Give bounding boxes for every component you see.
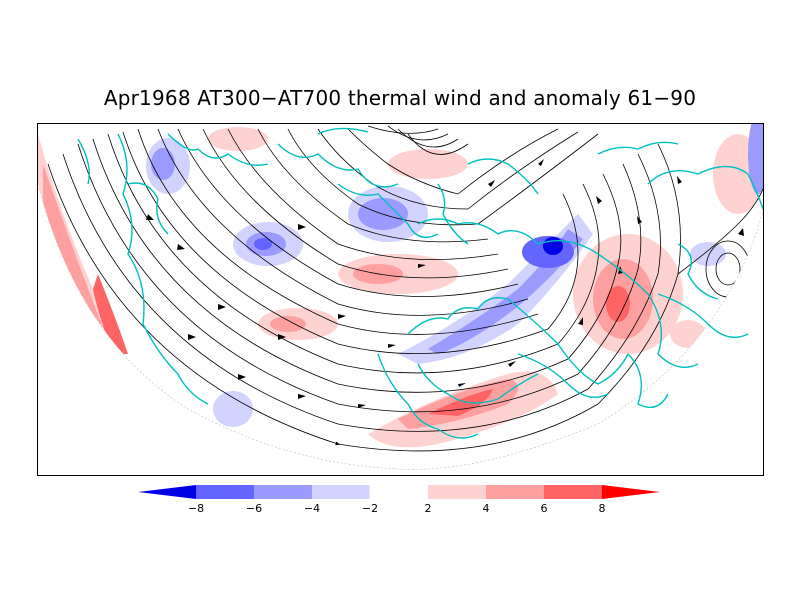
colorbar-max-arrow (602, 485, 660, 499)
colorbar-segments (138, 484, 660, 500)
colorbar-tick-labels: −8 −6 −4 −2 2 4 6 8 (188, 502, 606, 515)
coastlines (77, 127, 763, 439)
colorbar-segment (312, 485, 370, 499)
colorbar-tick-label: −6 (246, 502, 262, 515)
colorbar-min-arrow (138, 485, 196, 499)
hemisphere-boundary (38, 183, 763, 470)
colorbar-tick-label: 4 (483, 502, 490, 515)
colorbar-segment (486, 485, 544, 499)
colorbar-segment (544, 485, 602, 499)
page-title: Apr1968 AT300−AT700 thermal wind and ano… (103, 86, 697, 110)
colorbar-tick-label: 8 (599, 502, 606, 515)
colorbar-segment (369, 484, 429, 500)
colorbar-segment (428, 485, 486, 499)
colorbar-segment (196, 485, 254, 499)
colorbar-legend: −8 −6 −4 −2 2 4 6 8 (138, 484, 660, 515)
map-panel (37, 123, 764, 476)
colorbar-tick-label: −4 (304, 502, 320, 515)
anomaly-shading (38, 124, 763, 448)
colorbar-tick-label: −8 (188, 502, 204, 515)
map-canvas (38, 124, 763, 470)
streamline-arrows (146, 159, 744, 408)
colorbar-tick-label: 2 (425, 502, 432, 515)
colorbar-tick-label: −2 (362, 502, 378, 515)
colorbar-tick-label: 6 (541, 502, 548, 515)
colorbar-segment (254, 485, 312, 499)
